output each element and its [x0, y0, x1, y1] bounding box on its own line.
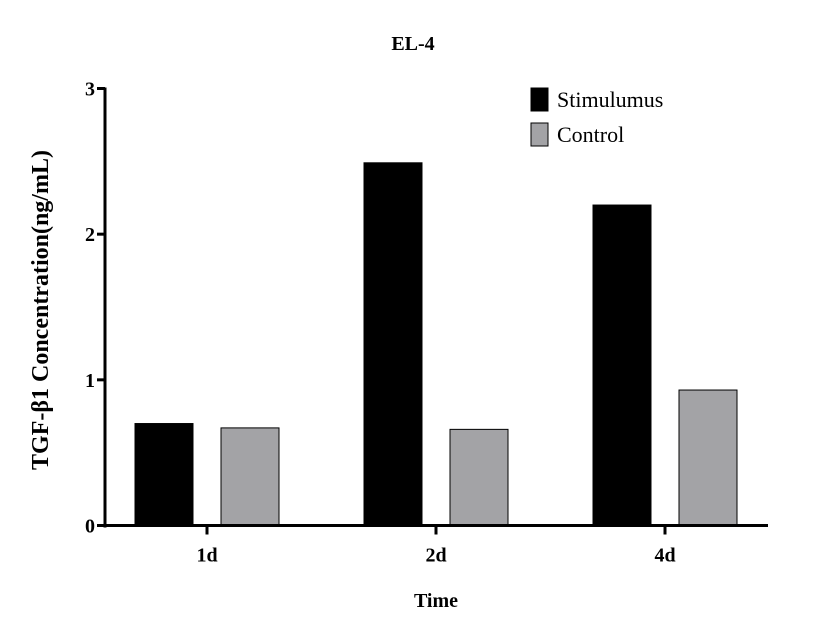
- y-tick-label: 3: [85, 79, 95, 101]
- chart-title: EL-4: [391, 33, 434, 55]
- x-tick-label: 1d: [196, 545, 217, 567]
- y-tick-label: 1: [85, 370, 95, 392]
- legend-label: Stimulumus: [557, 87, 663, 112]
- legend-swatch-stimulumus: [530, 87, 549, 112]
- bar-control-2d: [449, 428, 509, 526]
- bar-control-4d: [678, 389, 738, 526]
- y-axis-label: TGF-β1 Concentration(ng/mL): [28, 150, 54, 470]
- bar-control-1d: [220, 427, 280, 526]
- bar-stimulumus-4d: [592, 204, 652, 527]
- bar-stimulumus-1d: [134, 423, 194, 526]
- x-tick-label: 2d: [425, 545, 446, 567]
- x-tick-label: 4d: [654, 545, 675, 567]
- y-tick-label: 2: [85, 224, 95, 246]
- bar-stimulumus-2d: [363, 162, 423, 526]
- x-axis-label: Time: [414, 590, 458, 612]
- legend-swatch-control: [530, 122, 549, 147]
- legend-label: Control: [557, 122, 624, 147]
- y-tick-label: 0: [85, 516, 95, 538]
